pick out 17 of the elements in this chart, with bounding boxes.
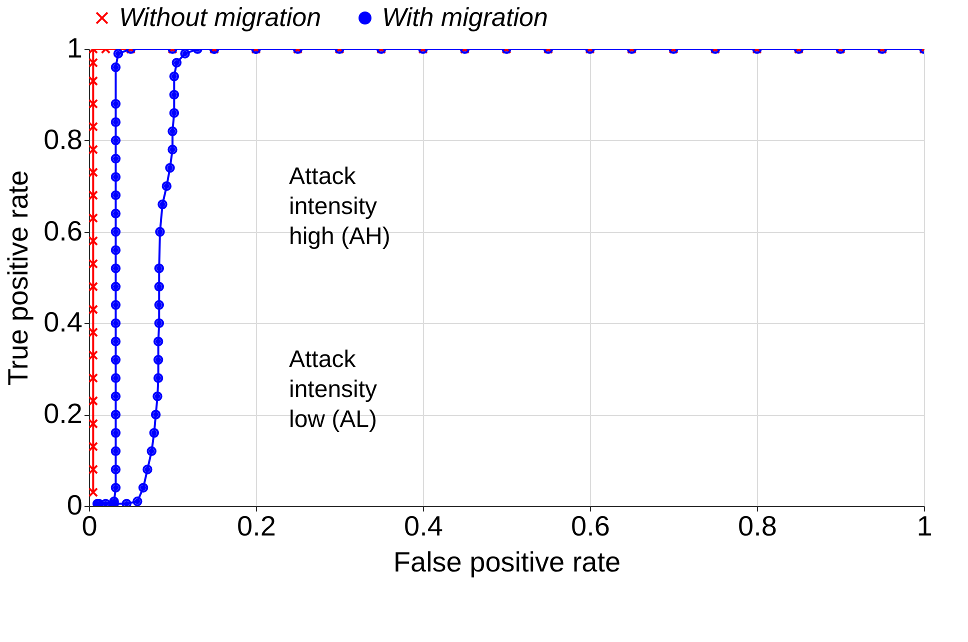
y-tick-label: 0.2 xyxy=(44,398,82,430)
y-tick-label: 0 xyxy=(66,490,82,520)
x-tick-label: 0.6 xyxy=(571,510,610,542)
x-tick-label: 0.4 xyxy=(404,510,443,542)
x-tick-label: 0.8 xyxy=(738,510,777,542)
legend-label: Without migration xyxy=(119,2,322,32)
y-tick-label: 0.4 xyxy=(44,306,82,338)
x-axis-title: False positive rate xyxy=(393,546,621,578)
legend-label: With migration xyxy=(382,2,548,32)
x-tick-label: 0.2 xyxy=(237,510,276,542)
y-tick-label: 0.6 xyxy=(44,215,82,246)
x-tick-label: 1 xyxy=(916,510,932,542)
y-tick-label: 0.8 xyxy=(44,124,82,155)
y-axis-title: True positive rate xyxy=(2,170,34,386)
y-tick-label: 1 xyxy=(66,32,82,64)
annotation: Attack intensity high (AH) xyxy=(289,163,390,250)
annotation: Attack intensity low (AL) xyxy=(289,346,378,433)
